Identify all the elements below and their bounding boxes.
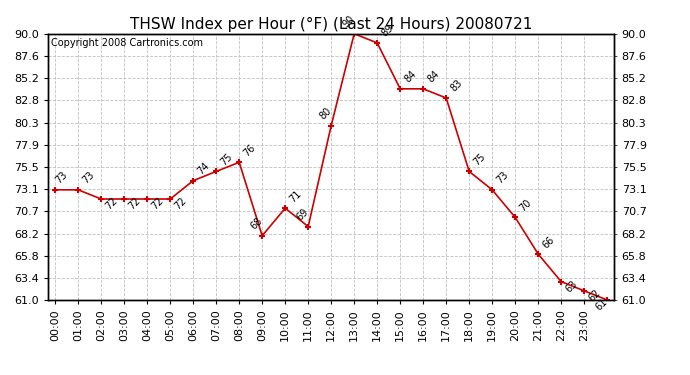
Text: 84: 84	[426, 69, 442, 85]
Text: 90: 90	[340, 14, 356, 30]
Text: 68: 68	[248, 216, 264, 232]
Text: 62: 62	[587, 288, 603, 303]
Text: 74: 74	[196, 160, 212, 177]
Text: 75: 75	[472, 152, 488, 167]
Text: 69: 69	[295, 207, 310, 222]
Text: 73: 73	[81, 170, 97, 186]
Text: 71: 71	[288, 188, 304, 204]
Text: 72: 72	[127, 196, 143, 211]
Text: Copyright 2008 Cartronics.com: Copyright 2008 Cartronics.com	[51, 38, 203, 48]
Text: 66: 66	[541, 234, 557, 250]
Text: 72: 72	[173, 196, 189, 211]
Text: 73: 73	[495, 170, 511, 186]
Text: THSW Index per Hour (°F) (Last 24 Hours) 20080721: THSW Index per Hour (°F) (Last 24 Hours)…	[130, 17, 533, 32]
Text: 73: 73	[54, 170, 70, 186]
Text: 75: 75	[219, 152, 235, 167]
Text: 72: 72	[104, 196, 120, 211]
Text: 63: 63	[564, 278, 580, 294]
Text: 83: 83	[449, 78, 464, 94]
Text: 61: 61	[593, 297, 609, 312]
Text: 72: 72	[150, 196, 166, 211]
Text: 89: 89	[380, 23, 395, 39]
Text: 84: 84	[403, 69, 419, 85]
Text: 80: 80	[317, 106, 333, 122]
Text: 76: 76	[242, 142, 258, 158]
Text: 70: 70	[518, 197, 534, 213]
